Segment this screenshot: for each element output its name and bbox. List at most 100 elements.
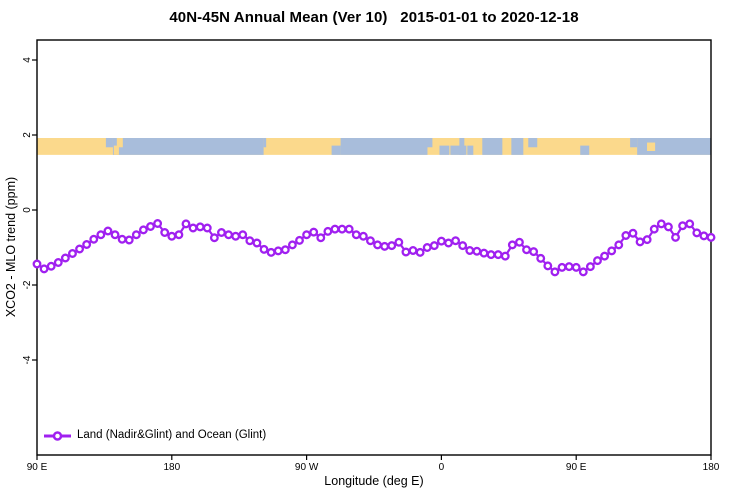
data-point <box>252 238 262 248</box>
data-point <box>202 223 212 233</box>
data-point <box>373 240 382 250</box>
band-land-island <box>113 145 119 155</box>
data-point <box>671 232 680 242</box>
x-tick-label: 180 <box>703 462 720 473</box>
data-point <box>635 237 645 247</box>
band-ocean-segment <box>331 145 341 155</box>
data-point <box>649 224 659 234</box>
y-axis-title: XCO2 - MLO trend (ppm) <box>4 176 18 318</box>
data-point <box>444 238 453 248</box>
data-point <box>316 233 326 243</box>
data-point <box>32 259 42 269</box>
data-point <box>486 250 496 260</box>
data-point <box>422 243 432 252</box>
data-point <box>138 225 148 235</box>
data-point <box>614 240 624 250</box>
plot-frame <box>36 39 712 456</box>
band-land-island <box>116 138 123 148</box>
data-point <box>188 223 198 233</box>
data-point <box>678 221 688 231</box>
data-point <box>337 224 347 234</box>
data-point <box>642 235 652 245</box>
band-ocean-segment <box>528 138 538 148</box>
data-point <box>699 231 709 241</box>
y-tick-label: 2 <box>22 132 33 138</box>
data-point <box>415 247 425 257</box>
data-point <box>231 231 241 241</box>
data-point <box>351 230 361 240</box>
data-point <box>103 226 113 236</box>
data-point <box>571 262 581 272</box>
data-point <box>522 245 531 255</box>
data-point <box>302 230 312 240</box>
data-point <box>131 230 141 240</box>
data-point <box>536 253 546 263</box>
data-point <box>323 226 333 236</box>
data-point <box>585 262 595 272</box>
data-point <box>706 232 716 242</box>
y-tick-label: -2 <box>22 280 33 289</box>
data-point <box>68 249 77 258</box>
data-point <box>380 241 390 251</box>
data-point <box>394 237 404 247</box>
data-point <box>344 224 354 234</box>
data-point <box>429 241 439 251</box>
band-ocean-segment <box>511 138 524 155</box>
data-point <box>60 253 70 263</box>
data-point <box>557 262 567 272</box>
data-point <box>110 230 120 240</box>
data-point <box>543 261 553 271</box>
band-ocean-segment <box>459 138 465 155</box>
data-point <box>458 241 468 251</box>
x-axis-title: Longitude (deg E) <box>324 474 424 488</box>
data-point <box>663 222 673 232</box>
band-ocean-segment <box>340 138 428 155</box>
band-ocean-segment <box>263 138 267 148</box>
data-point <box>39 264 49 274</box>
data-point <box>53 258 63 267</box>
data-point <box>75 244 85 254</box>
data-point <box>238 230 248 240</box>
legend-marker-icon <box>52 431 63 441</box>
data-point <box>479 248 489 258</box>
data-point <box>401 247 411 257</box>
y-tick-label: 0 <box>22 207 33 213</box>
data-point <box>408 246 418 255</box>
data-point <box>507 240 517 250</box>
series-group <box>32 219 716 277</box>
data-point <box>330 224 340 234</box>
band-ocean-segment <box>467 145 474 155</box>
data-point <box>280 245 290 255</box>
data-point <box>181 219 191 229</box>
data-point <box>472 246 482 256</box>
data-point <box>628 228 638 238</box>
data-point <box>607 246 617 256</box>
data-point <box>500 251 510 261</box>
x-tick-label: 90 E <box>566 462 587 473</box>
x-tick-label: 180 <box>163 462 180 473</box>
data-point <box>209 233 219 243</box>
data-point <box>167 231 177 241</box>
data-point <box>593 256 602 266</box>
data-point <box>174 230 184 240</box>
band-ocean-segment <box>105 138 113 148</box>
data-point <box>621 231 631 240</box>
data-point <box>550 267 560 277</box>
data-point <box>436 236 446 246</box>
data-point <box>195 222 205 232</box>
data-point <box>160 228 170 237</box>
data-point <box>656 219 666 229</box>
chart-title: 40N-45N Annual Mean (Ver 10) 2015-01-01 … <box>169 9 579 26</box>
data-point <box>366 236 375 246</box>
data-point <box>153 219 163 228</box>
data-point <box>578 267 588 277</box>
data-point <box>685 219 695 229</box>
data-point <box>529 247 539 257</box>
data-point <box>117 234 127 244</box>
data-point <box>514 237 524 247</box>
data-point <box>217 228 226 237</box>
data-point <box>309 227 319 237</box>
x-tick-label: 90 E <box>27 462 48 473</box>
